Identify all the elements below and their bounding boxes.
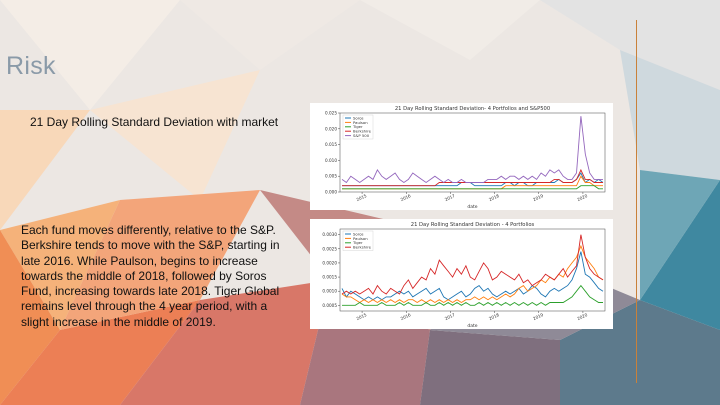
x-tick-label: 2016 [400, 312, 412, 321]
x-axis-label: date [467, 204, 477, 210]
y-tick-label: 0.005 [325, 174, 337, 179]
series-line-berkshire [342, 168, 603, 187]
x-tick-label: 2018 [488, 312, 500, 321]
chart-caption: 21 Day Rolling Standard Deviation with m… [30, 115, 279, 129]
x-tick-label: 2017 [444, 193, 456, 202]
x-tick-label: 2017 [444, 312, 456, 321]
y-tick-label: 0.025 [325, 111, 337, 116]
legend-entry: Soros [353, 231, 364, 236]
plot-frame [339, 112, 606, 193]
y-tick-label: 0.0015 [322, 275, 337, 280]
series-line-soros [341, 251, 604, 301]
series-line-tiger [342, 284, 603, 306]
chart-with-market: 21 Day Rolling Standard Deviation- 4 Por… [310, 103, 613, 210]
x-tick-label: 2016 [400, 193, 412, 202]
y-tick-label: 0.015 [325, 142, 337, 147]
y-tick-label: 0.0020 [322, 260, 337, 265]
x-tick-label: 2019 [532, 312, 544, 321]
chart-svg: 21 Day Rolling Standard Deviation- 4 Por… [325, 106, 606, 210]
chart-portfolios-only: 21 Day Rolling Standard Deviation - 4 Po… [310, 219, 613, 329]
x-tick-label: 2015 [356, 193, 368, 202]
legend-entry: Tiger [352, 124, 363, 129]
series-line-berkshire [341, 234, 604, 295]
legend-entry: Paulson [353, 120, 368, 125]
x-tick-label: 2018 [488, 193, 500, 202]
y-tick-label: 0.000 [325, 190, 337, 195]
x-tick-label: 2020 [576, 312, 588, 321]
y-tick-label: 0.0010 [322, 289, 337, 294]
plot-frame [339, 228, 606, 312]
legend-entry: Berkshire [353, 129, 372, 134]
chart-svg: 21 Day Rolling Standard Deviation - 4 Po… [322, 222, 606, 329]
legend-entry: Paulson [353, 236, 368, 241]
y-tick-label: 0.0025 [322, 246, 337, 251]
y-tick-label: 0.0005 [322, 303, 337, 308]
page-title: Risk [6, 52, 56, 80]
x-tick-label: 2015 [356, 312, 368, 321]
series-line-paulson [341, 244, 604, 304]
series-line-tiger [342, 185, 603, 190]
x-tick-label: 2019 [532, 193, 544, 202]
chart-title: 21 Day Rolling Standard Deviation - 4 Po… [411, 222, 535, 228]
chart-title: 21 Day Rolling Standard Deviation- 4 Por… [395, 106, 550, 112]
legend-box [342, 230, 374, 251]
body-paragraph: Each fund moves differently, relative to… [21, 223, 280, 329]
y-tick-label: 0.020 [325, 126, 337, 131]
series-line-s-p-500 [341, 116, 603, 184]
x-tick-label: 2020 [576, 193, 588, 202]
legend-entry: Berkshire [353, 245, 372, 250]
y-tick-label: 0.0030 [322, 232, 337, 237]
x-axis-label: date [467, 323, 477, 329]
legend-entry: S&P 500 [353, 133, 370, 138]
legend-entry: Tiger [352, 240, 363, 245]
y-tick-label: 0.010 [325, 158, 337, 163]
accent-divider-line [636, 20, 637, 383]
legend-entry: Soros [353, 115, 364, 120]
